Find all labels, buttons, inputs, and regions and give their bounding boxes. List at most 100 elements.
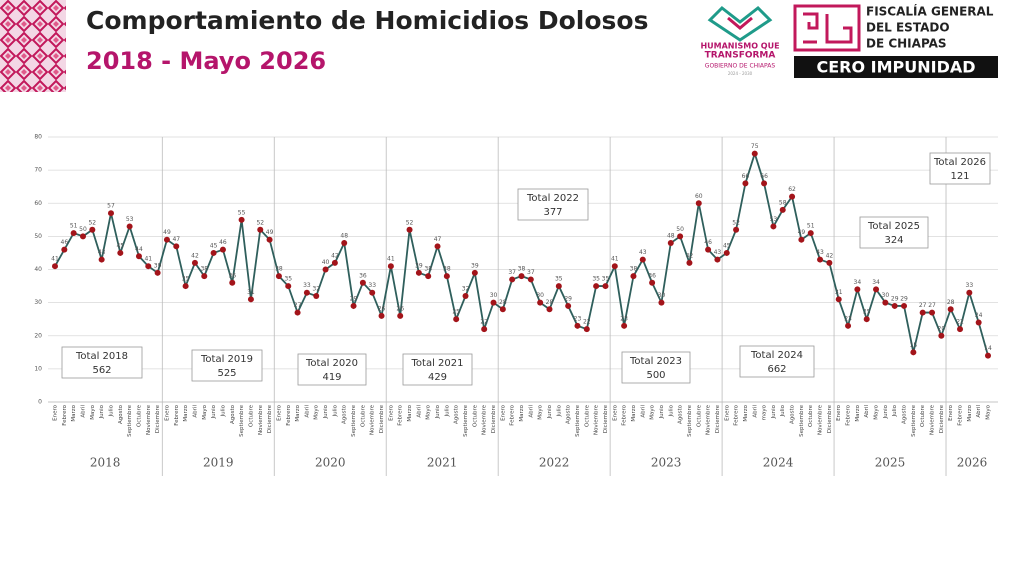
data-label: 20 [938, 325, 946, 332]
month-label: Agosto [902, 404, 908, 424]
data-point [929, 309, 936, 316]
data-label: 23 [620, 315, 628, 322]
logo-bar [794, 56, 998, 78]
data-point [677, 233, 684, 240]
month-label: Septiembre [799, 404, 805, 436]
data-label: 22 [480, 319, 488, 326]
data-label: 33 [368, 282, 376, 289]
month-label: Octubre [360, 404, 366, 427]
month-label: Septiembre [351, 404, 357, 436]
data-point [229, 279, 236, 286]
month-label: Agosto [342, 404, 348, 424]
data-label: 46 [219, 239, 227, 246]
total-label: Total 2023 [629, 356, 682, 367]
month-label: Agosto [678, 404, 684, 424]
data-point [275, 273, 282, 280]
month-label: Julio [556, 404, 562, 417]
total-label: Total 2018 [75, 351, 128, 362]
data-label: 41 [387, 256, 395, 263]
month-label: Junio [99, 404, 105, 419]
year-label: 2019 [203, 456, 234, 470]
data-point [910, 349, 917, 356]
month-label: Junio [211, 404, 217, 419]
data-label: 29 [350, 295, 358, 302]
data-label: 28 [546, 299, 554, 306]
data-label: 34 [854, 279, 862, 286]
data-label: 32 [462, 286, 470, 293]
month-label: Junio [883, 404, 889, 419]
month-label: Octubre [136, 404, 142, 427]
month-label: Septiembre [911, 404, 917, 436]
total-value: 525 [217, 368, 236, 379]
month-label: Septiembre [127, 404, 133, 436]
logo-text: GOBIERNO DE CHIAPAS [705, 63, 776, 70]
data-label: 53 [770, 216, 778, 223]
data-label: 15 [910, 342, 918, 349]
data-label: 41 [51, 256, 59, 263]
data-point [602, 283, 609, 290]
data-label: 35 [592, 276, 600, 283]
y-tick-label: 60 [34, 200, 42, 207]
data-label: 30 [536, 292, 544, 299]
data-point [695, 200, 702, 207]
data-label: 33 [966, 282, 974, 289]
month-label: Abril [864, 405, 870, 418]
total-label: Total 2024 [750, 350, 803, 361]
month-label: Junio [659, 404, 665, 419]
data-label: 27 [294, 302, 302, 309]
data-point [341, 240, 348, 246]
month-label: Febrero [958, 404, 964, 425]
data-label: 66 [742, 173, 750, 180]
logo-text: 2024 - 2030 [728, 71, 753, 76]
month-label: Noviembre [594, 404, 600, 435]
month-label: Febrero [622, 404, 628, 425]
data-label: 31 [247, 289, 255, 296]
total-value: 500 [646, 370, 665, 381]
logo-gobierno: HUMANISMO QUE TRANSFORMA GOBIERNO DE CHI… [700, 6, 780, 76]
data-point [658, 299, 665, 306]
month-label: Agosto [118, 404, 124, 424]
total-value: 121 [950, 171, 969, 182]
year-label: 2018 [90, 456, 121, 470]
month-label: Abril [192, 405, 198, 418]
data-point [322, 266, 329, 273]
data-label: 35 [555, 276, 563, 283]
data-point [509, 276, 516, 283]
month-label: Enero [500, 404, 506, 420]
data-point [985, 352, 991, 359]
total-value: 324 [884, 235, 903, 246]
y-tick-label: 80 [34, 134, 42, 141]
data-label: 30 [658, 292, 666, 299]
data-point [621, 322, 628, 329]
data-point [247, 296, 254, 303]
data-label: 42 [331, 252, 339, 259]
data-point [434, 243, 441, 250]
month-label: Noviembre [258, 404, 264, 435]
data-label: 42 [826, 252, 834, 259]
data-point [751, 150, 758, 157]
data-label: 22 [583, 319, 591, 326]
data-label: 26 [396, 305, 404, 312]
data-point [891, 302, 898, 309]
data-point [546, 306, 553, 313]
data-label: 58 [779, 199, 787, 206]
data-label: 46 [704, 239, 712, 246]
data-label: 49 [266, 229, 274, 236]
data-label: 30 [882, 292, 890, 299]
month-label: Abril [752, 405, 758, 418]
data-point [555, 283, 562, 290]
data-point [798, 236, 805, 243]
data-label: 47 [434, 236, 442, 243]
logo-text: CERO IMPUNIDAD [816, 58, 975, 77]
logo-fiscalia: FISCALÍA GENERAL DEL ESTADO DE CHIAPAS C… [793, 4, 998, 78]
data-point [583, 326, 590, 333]
data-label: 41 [611, 256, 619, 263]
y-tick-label: 70 [34, 167, 42, 174]
data-label: 38 [443, 266, 451, 273]
subtitle: 2018 - Mayo 2026 [86, 47, 326, 75]
month-label: Marzo [967, 404, 973, 421]
data-point [761, 180, 768, 187]
data-point [714, 256, 721, 263]
data-point [742, 180, 749, 187]
